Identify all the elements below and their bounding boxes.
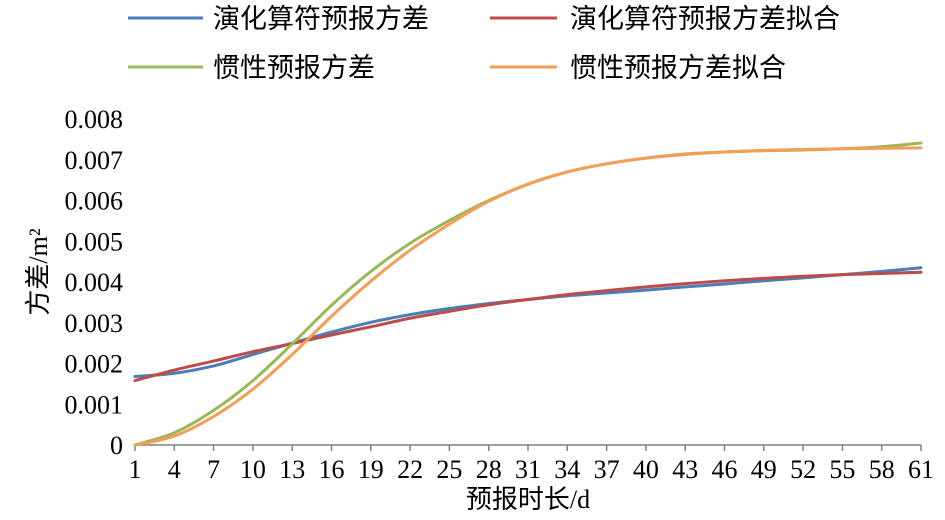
x-tick-label: 49	[751, 455, 777, 484]
legend-item: 惯性预报方差	[128, 53, 375, 83]
x-tick-label: 10	[240, 455, 266, 484]
x-tick-label: 37	[594, 455, 620, 484]
x-tick-label: 46	[712, 455, 738, 484]
y-tick-label: 0.004	[65, 268, 124, 297]
x-tick-label: 7	[207, 455, 220, 484]
x-tick-label: 58	[869, 455, 895, 484]
x-tick-label: 40	[633, 455, 659, 484]
inertial-forecast-variance-line	[133, 141, 923, 447]
y-tick-label: 0.005	[65, 227, 124, 256]
x-tick-label: 16	[319, 455, 345, 484]
plot-area: 0 0.001 0.002 0.003 0.004 0.005 0.006 0.007 0.00…	[65, 105, 935, 484]
legend-label: 惯性预报方差	[213, 53, 375, 83]
x-tick-label: 55	[829, 455, 855, 484]
y-axis-title: 方差/m²	[24, 228, 53, 315]
x-tick-label: 1	[129, 455, 142, 484]
legend-item: 惯性预报方差拟合	[490, 53, 786, 83]
x-tick-label: 4	[168, 455, 181, 484]
y-tick-label: 0.001	[65, 390, 124, 419]
y-tick-label: 0.002	[65, 350, 124, 379]
y-axis-tick-labels: 0 0.001 0.002 0.003 0.004 0.005 0.006 0.007 0.00…	[65, 105, 124, 460]
x-tick-label: 13	[279, 455, 305, 484]
legend-label: 演化算符预报方差拟合	[570, 4, 840, 34]
legend-item: 演化算符预报方差拟合	[490, 4, 840, 34]
y-tick-label: 0.008	[65, 105, 124, 134]
y-tick-label: 0.006	[65, 187, 124, 216]
legend: 演化算符预报方差 演化算符预报方差拟合 惯性预报方差 惯性预报方差拟合	[128, 4, 840, 83]
evolution-operator-variance-line	[133, 266, 923, 379]
x-tick-label: 25	[436, 455, 462, 484]
legend-item: 演化算符预报方差	[128, 4, 429, 34]
x-tick-label: 22	[397, 455, 423, 484]
legend-label: 惯性预报方差拟合	[570, 53, 786, 83]
inertial-forecast-variance-fit-line	[133, 146, 923, 447]
legend-label: 演化算符预报方差	[213, 4, 429, 34]
y-tick-label: 0	[110, 431, 123, 460]
x-tick-label: 31	[515, 455, 541, 484]
x-tick-label: 61	[908, 455, 934, 484]
y-tick-label: 0.007	[65, 146, 124, 175]
y-tick-label: 0.003	[65, 309, 124, 338]
x-tick-label: 34	[554, 455, 580, 484]
series-layer	[133, 141, 923, 447]
x-tick-label: 19	[358, 455, 384, 484]
x-axis-tick-labels: 1 4 7 10 13 16 19 22 25 28 31 34 37 40 43 46 49 52 55 58 61	[129, 455, 935, 484]
x-tick-label: 52	[790, 455, 816, 484]
x-axis-title: 预报时长/d	[466, 485, 590, 514]
evolution-operator-variance-fit-line	[133, 270, 923, 383]
x-tick-label: 43	[672, 455, 698, 484]
x-axis-tick-marks	[134, 445, 922, 451]
x-tick-label: 28	[476, 455, 502, 484]
